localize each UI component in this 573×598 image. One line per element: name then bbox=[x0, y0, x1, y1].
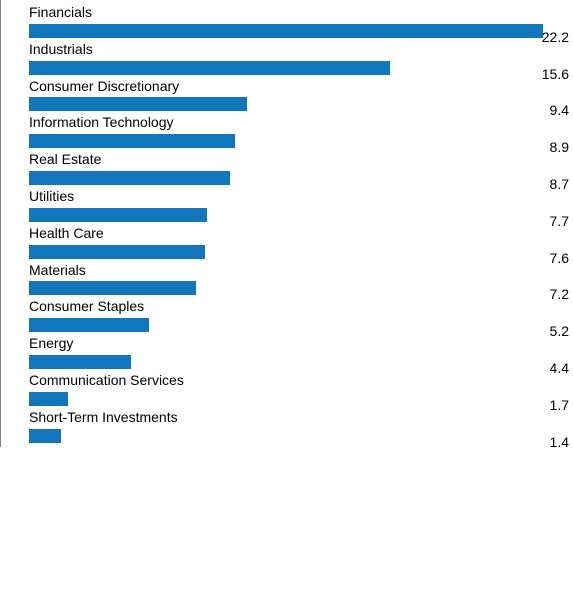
category-label: Consumer Discretionary bbox=[29, 78, 543, 95]
chart-row: Information Technology 8.9 bbox=[29, 114, 543, 148]
value-label: 5.2 bbox=[550, 324, 569, 338]
value-label: 1.7 bbox=[550, 398, 569, 412]
category-label: Energy bbox=[29, 335, 543, 352]
bar bbox=[29, 171, 230, 185]
chart-row: Financials 22.2 bbox=[29, 4, 543, 38]
bar-wrap: 5.2 bbox=[29, 318, 543, 332]
bar-wrap: 8.7 bbox=[29, 171, 543, 185]
bar bbox=[29, 24, 543, 38]
chart-row: Communication Services 1.7 bbox=[29, 372, 543, 406]
chart-row: Utilities 7.7 bbox=[29, 188, 543, 222]
category-label: Short-Term Investments bbox=[29, 409, 543, 426]
chart-row: Consumer Discretionary 9.4 bbox=[29, 78, 543, 112]
category-label: Information Technology bbox=[29, 114, 543, 131]
bar bbox=[29, 392, 68, 406]
category-label: Financials bbox=[29, 4, 543, 21]
category-label: Communication Services bbox=[29, 372, 543, 389]
value-label: 22.2 bbox=[542, 30, 569, 44]
bar bbox=[29, 61, 390, 75]
value-label: 15.6 bbox=[542, 67, 569, 81]
category-label: Health Care bbox=[29, 225, 543, 242]
bar-chart: Financials 22.2 Industrials 15.6 Consume… bbox=[0, 0, 573, 447]
chart-row: Consumer Staples 5.2 bbox=[29, 298, 543, 332]
bar bbox=[29, 208, 207, 222]
category-label: Industrials bbox=[29, 41, 543, 58]
bar bbox=[29, 245, 205, 259]
bar-wrap: 1.4 bbox=[29, 429, 543, 443]
chart-row: Real Estate 8.7 bbox=[29, 151, 543, 185]
bar-wrap: 7.2 bbox=[29, 281, 543, 295]
bar-wrap: 7.7 bbox=[29, 208, 543, 222]
bar bbox=[29, 281, 196, 295]
value-label: 4.4 bbox=[550, 361, 569, 375]
bar-wrap: 15.6 bbox=[29, 61, 543, 75]
bar-wrap: 4.4 bbox=[29, 355, 543, 369]
bar-wrap: 22.2 bbox=[29, 24, 543, 38]
value-label: 8.9 bbox=[550, 140, 569, 154]
chart-row: Health Care 7.6 bbox=[29, 225, 543, 259]
category-label: Consumer Staples bbox=[29, 298, 543, 315]
category-label: Materials bbox=[29, 262, 543, 279]
value-label: 7.2 bbox=[550, 287, 569, 301]
bar bbox=[29, 134, 235, 148]
bar-wrap: 7.6 bbox=[29, 245, 543, 259]
value-label: 7.6 bbox=[550, 251, 569, 265]
chart-row: Materials 7.2 bbox=[29, 262, 543, 296]
bar-wrap: 8.9 bbox=[29, 134, 543, 148]
bar bbox=[29, 318, 149, 332]
bar-wrap: 9.4 bbox=[29, 97, 543, 111]
bar bbox=[29, 97, 247, 111]
bar-wrap: 1.7 bbox=[29, 392, 543, 406]
category-label: Utilities bbox=[29, 188, 543, 205]
chart-row: Energy 4.4 bbox=[29, 335, 543, 369]
category-label: Real Estate bbox=[29, 151, 543, 168]
chart-row: Industrials 15.6 bbox=[29, 41, 543, 75]
value-label: 9.4 bbox=[550, 103, 569, 117]
value-label: 7.7 bbox=[550, 214, 569, 228]
chart-row: Short-Term Investments 1.4 bbox=[29, 409, 543, 443]
value-label: 8.7 bbox=[550, 177, 569, 191]
bar bbox=[29, 429, 61, 443]
bar bbox=[29, 355, 131, 369]
value-label: 1.4 bbox=[550, 435, 569, 449]
